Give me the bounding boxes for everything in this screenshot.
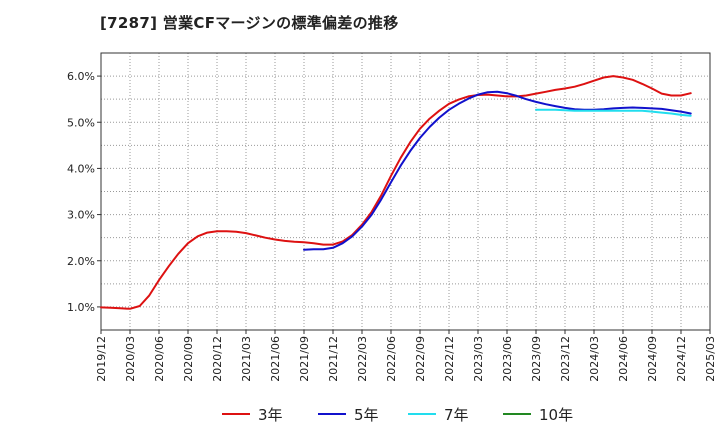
legend-item: 3年 [222,402,283,426]
x-tick-label: 2025/03 [704,336,717,382]
y-tick-label: 4.0% [67,162,95,175]
y-tick-label: 1.0% [67,301,95,314]
legend-label: 5年 [354,405,379,424]
x-tick-label: 2022/12 [443,336,456,382]
x-tick-label: 2024/09 [646,336,659,382]
series-line-3 [535,108,692,117]
x-tick-label: 2022/09 [414,336,427,382]
legend-item: 10年 [503,402,573,426]
series-line-1 [100,75,692,310]
plot-area [101,53,710,330]
x-tick-label: 2024/06 [617,336,630,382]
y-tick-label: 3.0% [67,209,95,222]
series-line-2 [303,90,692,251]
y-tick-label: 5.0% [67,116,95,129]
legend-label: 10年 [539,405,574,424]
x-tick-label: 2019/12 [95,336,108,382]
legend-swatch [503,413,531,415]
y-tick-label: 6.0% [67,70,95,83]
x-tick-label: 2021/03 [240,336,253,382]
legend-swatch [318,413,346,415]
legend-label: 3年 [258,405,283,424]
x-tick-label: 2022/03 [356,336,369,382]
y-tick-label: 2.0% [67,255,95,268]
legend: 3年 5年 7年 10年 [0,402,720,426]
x-tick-label: 2022/06 [385,336,398,382]
x-tick-label: 2021/12 [327,336,340,382]
legend-swatch [408,413,436,415]
x-tick-label: 2023/12 [559,336,572,382]
legend-item: 7年 [408,402,469,426]
x-tick-label: 2024/12 [675,336,688,382]
legend-swatch [222,413,250,415]
legend-label: 7年 [444,405,469,424]
chart-title: [7287] 営業CFマージンの標準偏差の推移 [100,14,399,32]
x-tick-label: 2021/09 [298,336,311,382]
x-tick-label: 2024/03 [588,336,601,382]
x-tick-label: 2023/09 [530,336,543,382]
x-tick-label: 2023/06 [501,336,514,382]
plot-border [100,52,711,331]
x-tick-label: 2020/12 [211,336,224,382]
x-tick-label: 2020/03 [124,336,137,382]
x-tick-label: 2023/03 [472,336,485,382]
x-tick-label: 2020/09 [182,336,195,382]
x-tick-label: 2021/06 [269,336,282,382]
legend-item: 5年 [318,402,379,426]
x-tick-label: 2020/06 [153,336,166,382]
